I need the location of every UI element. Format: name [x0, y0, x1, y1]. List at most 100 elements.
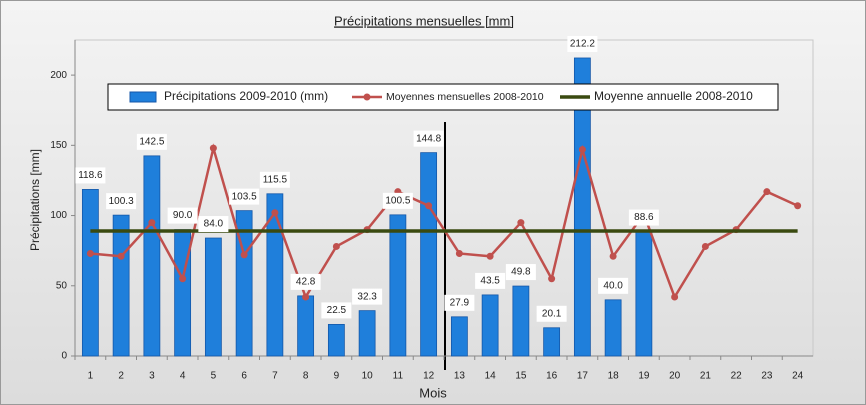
x-tick-label: 15 — [515, 371, 527, 382]
value-label: 49.8 — [511, 267, 531, 278]
legend-label: Moyenne annuelle 2008-2010 — [594, 89, 753, 103]
line-marker — [148, 219, 156, 227]
value-label: 100.5 — [385, 195, 410, 206]
line-marker — [425, 202, 433, 210]
x-tick-label: 6 — [241, 371, 247, 382]
value-label: 32.3 — [357, 291, 377, 302]
x-tick-label: 2 — [118, 371, 124, 382]
value-label: 42.8 — [296, 277, 316, 288]
value-label-bg — [352, 288, 383, 305]
x-tick-label: 7 — [272, 371, 278, 382]
value-label-bg — [229, 188, 260, 205]
bar — [389, 214, 407, 357]
bar — [420, 152, 438, 357]
bar — [481, 294, 499, 357]
x-tick-label: 3 — [149, 371, 155, 382]
bar — [204, 237, 222, 357]
value-label-bg — [259, 171, 290, 188]
x-tick-label: 23 — [761, 371, 773, 382]
line-marker — [794, 202, 802, 210]
value-label: 43.5 — [480, 276, 500, 287]
x-tick-label: 20 — [669, 371, 681, 382]
x-tick-label: 5 — [211, 371, 217, 382]
value-label-bg — [598, 277, 629, 294]
value-label-bg — [136, 133, 167, 150]
bar — [297, 295, 315, 357]
value-label-bg — [290, 273, 321, 290]
value-label-bg — [505, 264, 536, 281]
line-marker — [701, 242, 709, 250]
legend-label: Précipitations 2009-2010 (mm) — [164, 89, 328, 103]
value-label-bg — [106, 193, 137, 210]
legend — [107, 83, 779, 111]
x-tick-label: 8 — [303, 371, 309, 382]
value-label-bg — [444, 294, 475, 311]
value-label: 103.5 — [232, 191, 257, 202]
bar — [174, 229, 192, 357]
line-marker — [486, 252, 494, 260]
legend-swatch — [129, 91, 157, 103]
x-tick-label: 11 — [393, 371, 404, 382]
x-tick-label: 4 — [180, 371, 186, 382]
line-marker — [209, 144, 217, 152]
y-tick-label: 100 — [50, 210, 67, 221]
value-label: 27.9 — [450, 297, 470, 308]
line-marker — [302, 293, 310, 301]
y-tick-label: 0 — [61, 351, 67, 362]
bar — [604, 299, 622, 357]
value-label: 115.5 — [263, 174, 288, 185]
legend-label: Moyennes mensuelles 2008-2010 — [386, 91, 544, 103]
x-tick-label: 18 — [608, 371, 620, 382]
line-marker — [240, 251, 248, 259]
line-marker — [609, 252, 617, 260]
y-axis-label: Précipitations [mm] — [28, 149, 42, 251]
value-label: 88.6 — [634, 212, 654, 223]
value-label-bg — [413, 130, 444, 147]
value-label-bg — [567, 35, 598, 52]
value-label: 90.0 — [173, 210, 193, 221]
x-tick-label: 13 — [454, 371, 466, 382]
line-marker — [86, 249, 94, 257]
value-label-bg — [628, 209, 659, 226]
x-tick-label: 22 — [731, 371, 743, 382]
x-axis-label: Mois — [419, 385, 447, 400]
bar — [573, 57, 591, 357]
line-marker — [455, 249, 463, 257]
x-tick-label: 12 — [423, 371, 435, 382]
x-tick-label: 1 — [88, 371, 94, 382]
value-label-bg — [167, 207, 198, 224]
line-marker — [179, 275, 187, 283]
x-tick-label: 9 — [334, 371, 340, 382]
line-marker — [578, 146, 586, 154]
value-label-bg — [198, 216, 229, 233]
value-label-bg — [321, 302, 352, 319]
value-label-bg — [536, 305, 567, 322]
y-tick-label: 50 — [56, 280, 68, 291]
bar — [358, 310, 376, 357]
line-marker — [517, 219, 525, 227]
x-tick-label: 17 — [577, 371, 589, 382]
legend-marker — [363, 93, 371, 101]
bar — [112, 214, 130, 357]
y-tick-label: 150 — [50, 140, 67, 151]
x-tick-label: 16 — [546, 371, 558, 382]
value-label: 144.8 — [416, 133, 441, 144]
x-tick-label: 24 — [792, 371, 804, 382]
value-label: 118.6 — [78, 170, 103, 181]
bar — [543, 327, 561, 357]
value-label: 20.1 — [542, 308, 562, 319]
line-marker — [332, 242, 340, 250]
value-label: 142.5 — [139, 137, 164, 148]
y-tick-label: 200 — [50, 70, 67, 81]
line-marker — [763, 188, 771, 196]
value-label: 100.3 — [109, 196, 134, 207]
bar — [143, 155, 161, 357]
bar — [635, 231, 653, 357]
bar — [266, 193, 284, 357]
chart-title: Précipitations mensuelles [mm] — [334, 13, 514, 28]
x-tick-label: 19 — [638, 371, 650, 382]
x-tick-label: 10 — [362, 371, 374, 382]
bar — [450, 316, 468, 357]
value-label: 40.0 — [603, 280, 623, 291]
